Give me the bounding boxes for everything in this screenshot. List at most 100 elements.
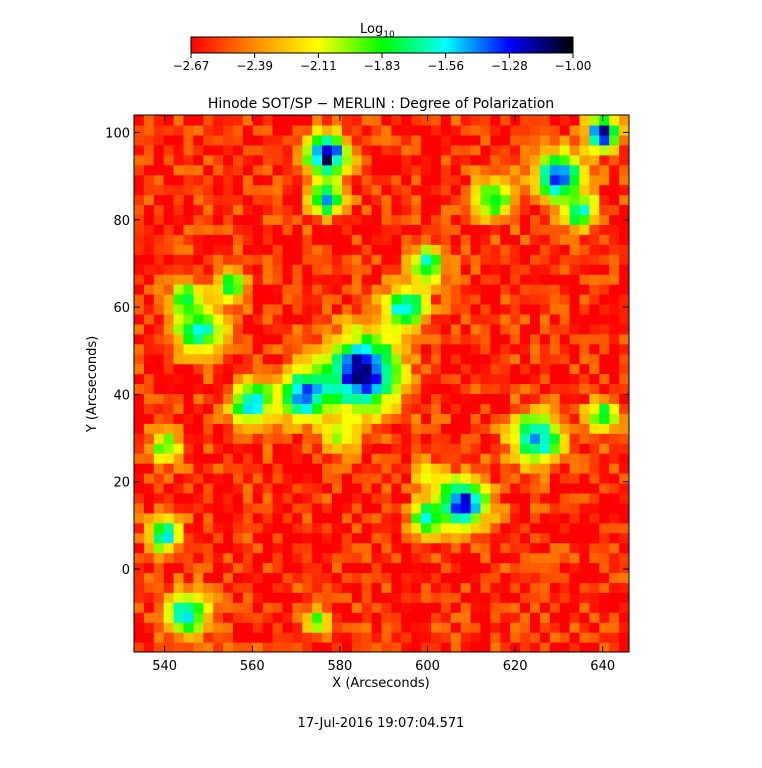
- heatmap-cell: [332, 234, 343, 245]
- heatmap-cell: [272, 244, 284, 255]
- heatmap-cell: [292, 353, 303, 365]
- heatmap-cell: [272, 144, 284, 156]
- heatmap-cell: [351, 482, 363, 494]
- heatmap-cell: [549, 602, 561, 613]
- heatmap-cell: [549, 562, 561, 574]
- heatmap-cell: [282, 453, 293, 464]
- heatmap-cell: [223, 473, 234, 484]
- heatmap-cell: [421, 363, 432, 375]
- heatmap-cell: [440, 244, 452, 255]
- heatmap-cell: [391, 254, 402, 265]
- heatmap-cell: [173, 154, 185, 166]
- heatmap-cell: [460, 134, 472, 146]
- heatmap-cell: [351, 423, 363, 434]
- heatmap-cell: [619, 632, 629, 643]
- heatmap-cell: [193, 363, 204, 375]
- heatmap-cell: [391, 572, 402, 583]
- heatmap-cell: [163, 373, 175, 385]
- heatmap-cell: [619, 582, 629, 593]
- heatmap-cell: [371, 622, 383, 633]
- heatmap-cell: [530, 502, 541, 514]
- heatmap-cell: [163, 642, 175, 652]
- heatmap-cell: [361, 264, 373, 275]
- heatmap-cell: [242, 642, 254, 652]
- heatmap-cell: [391, 522, 402, 534]
- heatmap-cell: [599, 383, 610, 395]
- heatmap-cell: [341, 234, 353, 245]
- heatmap-cell: [223, 313, 234, 325]
- heatmap-cell: [579, 463, 590, 474]
- heatmap-cell: [500, 512, 511, 524]
- heatmap-cell: [213, 294, 224, 305]
- heatmap-cell: [183, 134, 194, 146]
- heatmap-cell: [262, 562, 274, 574]
- heatmap-cell: [371, 463, 383, 474]
- heatmap-cell: [589, 552, 600, 564]
- heatmap-cell: [450, 224, 462, 235]
- heatmap-cell: [242, 333, 254, 345]
- heatmap-cell: [599, 204, 610, 216]
- heatmap-cell: [539, 552, 551, 564]
- heatmap-cell: [539, 115, 551, 126]
- heatmap-cell: [460, 333, 472, 345]
- heatmap-cell: [351, 254, 363, 265]
- heatmap-cell: [440, 413, 452, 424]
- heatmap-cell: [440, 194, 452, 206]
- heatmap-cell: [183, 373, 194, 385]
- heatmap-cell: [252, 542, 264, 554]
- heatmap-cell: [292, 373, 303, 385]
- heatmap-cell: [609, 482, 620, 494]
- heatmap-cell: [510, 313, 521, 325]
- heatmap-cell: [500, 313, 511, 325]
- heatmap-cell: [163, 403, 175, 414]
- heatmap-cell: [619, 124, 629, 136]
- heatmap-cell: [332, 194, 343, 206]
- heatmap-cell: [609, 582, 620, 593]
- heatmap-cell: [134, 115, 145, 126]
- heatmap-cell: [609, 373, 620, 385]
- heatmap-cell: [153, 632, 165, 643]
- heatmap-cell: [549, 383, 561, 395]
- heatmap-cell: [193, 164, 204, 176]
- heatmap-cell: [440, 582, 452, 593]
- heatmap-cell: [579, 373, 590, 385]
- heatmap-cell: [252, 144, 264, 156]
- heatmap-cell: [351, 323, 363, 335]
- heatmap-cell: [470, 642, 482, 652]
- heatmap-cell: [549, 443, 561, 454]
- heatmap-cell: [569, 482, 581, 494]
- heatmap-cell: [173, 612, 185, 623]
- heatmap-cell: [213, 482, 224, 494]
- heatmap-cell: [589, 363, 600, 375]
- y-tick-label: 20: [113, 476, 130, 491]
- heatmap-cell: [500, 433, 511, 444]
- heatmap-cell: [213, 463, 224, 474]
- heatmap-cell: [619, 184, 629, 196]
- heatmap-cell: [242, 413, 254, 424]
- heatmap-cell: [440, 115, 452, 126]
- heatmap-cell: [153, 423, 165, 434]
- heatmap-cell: [440, 214, 452, 225]
- heatmap-cell: [520, 492, 531, 504]
- heatmap-cell: [361, 294, 373, 305]
- heatmap-cell: [193, 632, 204, 643]
- heatmap-cell: [322, 602, 333, 613]
- heatmap-cell: [252, 224, 264, 235]
- heatmap-cell: [173, 602, 185, 613]
- heatmap-cell: [589, 194, 600, 206]
- heatmap-cell: [143, 313, 155, 325]
- heatmap-cell: [520, 413, 531, 424]
- heatmap-cell: [252, 602, 264, 613]
- heatmap-cell: [599, 254, 610, 265]
- heatmap-cell: [579, 124, 590, 136]
- heatmap-cell: [450, 413, 462, 424]
- heatmap-cell: [233, 264, 244, 275]
- heatmap-cell: [351, 532, 363, 544]
- heatmap-cell: [619, 244, 629, 255]
- heatmap-cell: [559, 264, 571, 275]
- heatmap-cell: [559, 632, 571, 643]
- heatmap-cell: [609, 343, 620, 355]
- heatmap-cell: [440, 632, 452, 643]
- heatmap-cell: [391, 274, 402, 285]
- heatmap-cell: [183, 204, 194, 216]
